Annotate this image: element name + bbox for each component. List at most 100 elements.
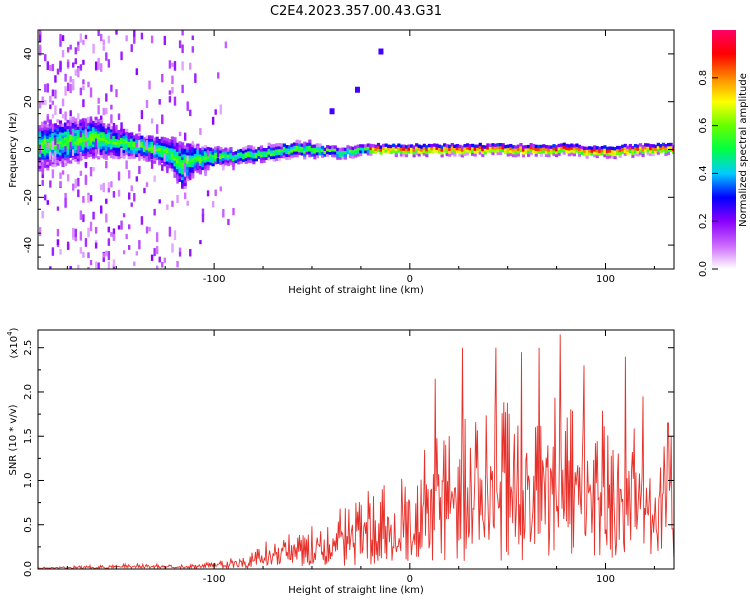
heatmap-cell <box>572 152 576 157</box>
heatmap-cell <box>430 143 434 148</box>
heatmap-cell <box>183 148 187 152</box>
heatmap-cell <box>203 159 208 163</box>
heatmap-cell <box>145 158 149 162</box>
heatmap-cell <box>511 147 515 152</box>
heatmap-cell <box>43 140 47 145</box>
heatmap-cell <box>287 148 292 152</box>
colorbar-tick-label: 0.4 <box>698 165 709 181</box>
heatmap-cell <box>186 155 189 161</box>
heatmap-cell <box>49 151 52 160</box>
heatmap-cell <box>458 153 462 157</box>
heatmap-cell <box>636 153 640 157</box>
heatmap-cell <box>122 250 126 255</box>
heatmap-cell <box>155 148 159 152</box>
heatmap-cell <box>221 148 225 153</box>
heatmap-cell <box>328 151 332 155</box>
heatmap-cell <box>56 150 60 155</box>
heatmap-cell <box>499 151 503 155</box>
heatmap-cell <box>669 145 673 150</box>
heatmap-cell <box>107 132 111 136</box>
heatmap-cell <box>168 144 172 149</box>
heatmap-cell <box>608 149 612 153</box>
heatmap-cell <box>59 61 62 71</box>
heatmap-cell <box>664 152 668 156</box>
heatmap-cell <box>163 142 167 147</box>
heatmap-cell <box>585 155 589 159</box>
heatmap-cell <box>516 147 521 151</box>
heatmap-cell <box>193 144 197 149</box>
heatmap-cell <box>140 138 144 142</box>
heatmap-cell <box>38 147 42 155</box>
heatmap-cell <box>158 161 162 166</box>
heatmap-cell <box>552 149 556 154</box>
heatmap-cell <box>473 147 477 151</box>
heatmap-cell <box>259 151 264 155</box>
heatmap-cell <box>478 142 482 147</box>
heatmap-cell <box>94 242 98 249</box>
heatmap-cell <box>127 224 131 230</box>
heatmap-cell <box>359 152 363 157</box>
heatmap-cell <box>102 134 106 138</box>
heatmap-cell <box>43 126 47 130</box>
heatmap-cell <box>534 150 538 154</box>
heatmap-cell <box>84 176 88 185</box>
heatmap-cell <box>493 149 498 153</box>
heatmap-cell <box>122 138 126 142</box>
heatmap-cell <box>89 260 93 266</box>
heatmap-cell <box>150 138 154 142</box>
heatmap-cell <box>69 134 73 138</box>
heatmap-cell <box>38 156 42 161</box>
heatmap-cell <box>249 159 253 164</box>
heatmap-cell <box>181 61 184 71</box>
heatmap-cell <box>341 156 345 160</box>
heatmap-cell <box>140 147 144 151</box>
heatmap-cell <box>628 143 632 148</box>
heatmap-cell <box>183 179 187 184</box>
heatmap-cell <box>43 152 47 156</box>
heatmap-cell <box>524 147 528 152</box>
heatmap-cell <box>409 147 414 151</box>
heatmap-cell <box>425 150 429 155</box>
heatmap-cell <box>178 172 182 177</box>
heatmap-cell <box>193 153 197 157</box>
heatmap-cell <box>575 149 579 153</box>
heatmap-cell <box>102 128 106 133</box>
heatmap-cell <box>267 157 271 161</box>
heatmap-cell <box>267 142 271 147</box>
heatmap-cell <box>189 62 192 70</box>
heatmap-cell <box>544 153 549 158</box>
heatmap-cell <box>318 143 322 147</box>
heatmap-cell <box>272 144 276 148</box>
heatmap-cell <box>605 149 610 154</box>
heatmap-cell <box>437 144 442 149</box>
heatmap-cell <box>127 141 131 145</box>
heatmap-cell <box>53 143 58 147</box>
heatmap-cell <box>384 143 388 147</box>
heatmap-cell <box>155 153 159 158</box>
heatmap-cell <box>201 152 205 156</box>
snr-frame <box>37 329 675 570</box>
heatmap-cell <box>61 135 65 139</box>
heatmap-cell <box>82 99 85 108</box>
heatmap-cell <box>48 125 52 129</box>
heatmap-cell <box>249 145 253 149</box>
heatmap-cell <box>585 149 589 153</box>
heatmap-cell <box>219 186 222 192</box>
heatmap-cell <box>203 153 208 157</box>
heatmap-cell <box>54 89 57 99</box>
heatmap-cell <box>529 145 533 150</box>
heatmap-cell <box>51 126 55 133</box>
heatmap-cell <box>56 119 60 123</box>
heatmap-cell <box>633 143 638 148</box>
colorbar-tick-label: 0.6 <box>698 118 709 134</box>
heatmap-cell <box>56 162 60 166</box>
heatmap-cell <box>107 143 111 148</box>
heatmap-cell <box>282 149 286 153</box>
heatmap-cell <box>292 153 297 158</box>
heatmap-cell <box>51 114 55 119</box>
heatmap-cell <box>109 131 113 136</box>
heatmap-cell <box>127 155 131 160</box>
heatmap-cell <box>155 246 159 255</box>
heatmap-cell <box>38 130 42 135</box>
heatmap-cell <box>562 142 566 147</box>
